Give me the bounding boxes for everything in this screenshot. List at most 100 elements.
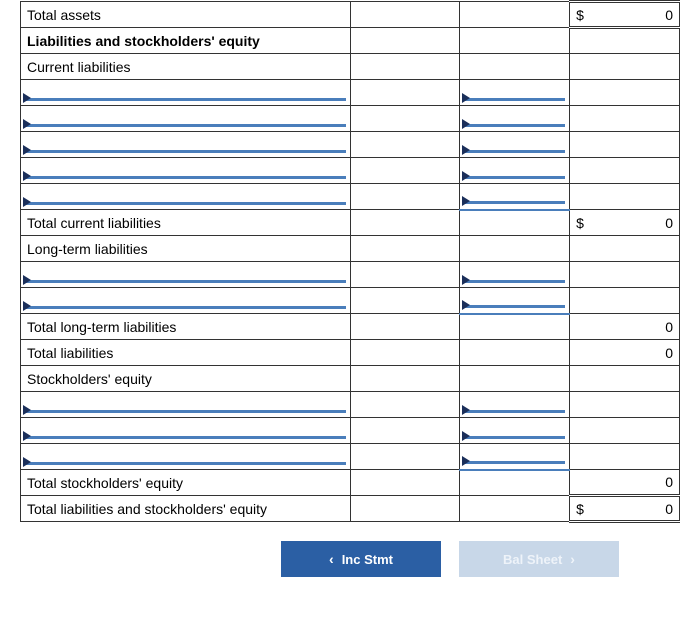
input-label[interactable]	[21, 444, 351, 470]
cell-empty	[350, 54, 460, 80]
cell-empty	[460, 28, 570, 54]
cell-empty	[350, 184, 460, 210]
label-current-liabilities: Current liabilities	[21, 54, 351, 80]
input-amount[interactable]	[460, 262, 570, 288]
input-row	[21, 106, 680, 132]
cell-empty	[570, 236, 680, 262]
input-amount[interactable]	[460, 106, 570, 132]
cell-empty	[460, 314, 570, 340]
input-row	[21, 80, 680, 106]
row-total-current-liabilities: Total current liabilities $0	[21, 210, 680, 236]
input-label[interactable]	[21, 418, 351, 444]
cell-empty	[570, 132, 680, 158]
cell-empty	[350, 106, 460, 132]
cell-empty	[350, 236, 460, 262]
input-amount[interactable]	[460, 184, 570, 210]
cell-empty	[350, 470, 460, 496]
cell-empty	[350, 444, 460, 470]
input-row	[21, 262, 680, 288]
input-amount[interactable]	[460, 132, 570, 158]
cell-empty	[570, 54, 680, 80]
value-tle: $0	[570, 496, 680, 522]
cell-empty	[570, 158, 680, 184]
cell-empty	[570, 28, 680, 54]
label-tcl: Total current liabilities	[21, 210, 351, 236]
cell-empty	[460, 340, 570, 366]
cell-empty	[350, 132, 460, 158]
label-tle: Total liabilities and stockholders' equi…	[21, 496, 351, 522]
cell-empty	[350, 340, 460, 366]
input-label[interactable]	[21, 132, 351, 158]
label-total-assets: Total assets	[21, 2, 351, 28]
label-tse: Total stockholders' equity	[21, 470, 351, 496]
input-row	[21, 184, 680, 210]
input-label[interactable]	[21, 262, 351, 288]
cell-empty	[570, 392, 680, 418]
next-button: Bal Sheet ›	[459, 541, 619, 577]
input-row	[21, 158, 680, 184]
label-se: Stockholders' equity	[21, 366, 351, 392]
value-tse: 0	[570, 470, 680, 496]
cell-empty	[570, 366, 680, 392]
input-label[interactable]	[21, 106, 351, 132]
row-stockholders-equity: Stockholders' equity	[21, 366, 680, 392]
row-total-stockholders-equity: Total stockholders' equity 0	[21, 470, 680, 496]
cell-empty	[350, 392, 460, 418]
input-label[interactable]	[21, 288, 351, 314]
input-row	[21, 132, 680, 158]
row-total-liabilities: Total liabilities 0	[21, 340, 680, 366]
chevron-left-icon: ‹	[329, 551, 334, 567]
cell-empty	[350, 366, 460, 392]
input-label[interactable]	[21, 158, 351, 184]
cell-empty	[460, 366, 570, 392]
currency-value: 0	[665, 501, 673, 517]
input-amount[interactable]	[460, 418, 570, 444]
cell-empty	[570, 80, 680, 106]
input-label[interactable]	[21, 392, 351, 418]
row-total-assets: Total assets $0	[21, 2, 680, 28]
balance-sheet-table: Total assets $0 Liabilities and stockhol…	[0, 0, 700, 597]
input-amount[interactable]	[460, 392, 570, 418]
cell-empty	[460, 210, 570, 236]
cell-empty	[460, 236, 570, 262]
currency-value: 0	[665, 215, 673, 231]
currency-symbol: $	[576, 215, 584, 231]
cell-empty	[350, 80, 460, 106]
input-row	[21, 418, 680, 444]
cell-empty	[570, 106, 680, 132]
input-amount[interactable]	[460, 288, 570, 314]
ledger-table: Total assets $0 Liabilities and stockhol…	[20, 0, 680, 523]
row-total-liab-and-equity: Total liabilities and stockholders' equi…	[21, 496, 680, 522]
cell-empty	[350, 158, 460, 184]
cell-empty	[350, 28, 460, 54]
cell-empty	[460, 2, 570, 28]
prev-button[interactable]: ‹ Inc Stmt	[281, 541, 441, 577]
input-row	[21, 444, 680, 470]
cell-empty	[570, 288, 680, 314]
input-amount[interactable]	[460, 444, 570, 470]
row-total-long-term-liabilities: Total long-term liabilities 0	[21, 314, 680, 340]
chevron-right-icon: ›	[570, 551, 575, 567]
label-tl: Total liabilities	[21, 340, 351, 366]
value-tl: 0	[570, 340, 680, 366]
cell-empty	[350, 418, 460, 444]
input-amount[interactable]	[460, 80, 570, 106]
value-tcl: $0	[570, 210, 680, 236]
input-amount[interactable]	[460, 158, 570, 184]
input-label[interactable]	[21, 184, 351, 210]
cell-empty	[460, 470, 570, 496]
input-row	[21, 288, 680, 314]
cell-empty	[570, 418, 680, 444]
cell-empty	[570, 184, 680, 210]
cell-empty	[460, 496, 570, 522]
label-ltl: Long-term liabilities	[21, 236, 351, 262]
currency-symbol: $	[576, 501, 584, 517]
cell-empty	[570, 262, 680, 288]
input-label[interactable]	[21, 80, 351, 106]
cell-empty	[350, 210, 460, 236]
cell-empty	[460, 54, 570, 80]
input-row	[21, 392, 680, 418]
row-current-liabilities: Current liabilities	[21, 54, 680, 80]
cell-empty	[350, 496, 460, 522]
row-long-term-liabilities: Long-term liabilities	[21, 236, 680, 262]
